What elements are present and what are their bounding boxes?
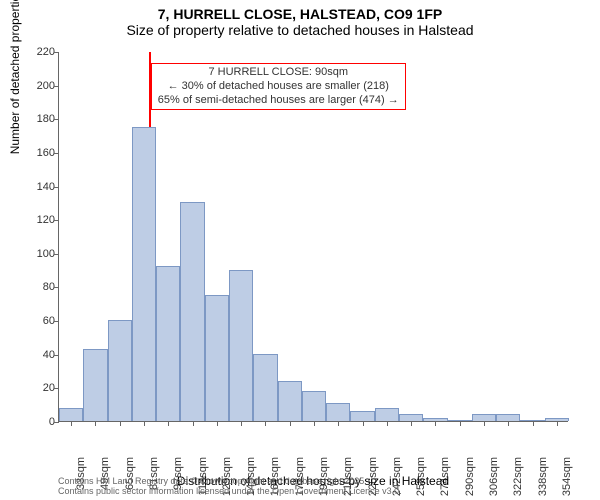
- y-tick-label: 0: [21, 416, 55, 428]
- histogram-bar: [375, 408, 399, 421]
- y-tick-mark: [54, 287, 59, 288]
- y-tick-mark: [54, 321, 59, 322]
- x-tick-mark: [265, 421, 266, 426]
- y-tick-label: 140: [21, 181, 55, 193]
- chart-container: Number of detached properties 7 HURRELL …: [58, 52, 568, 422]
- x-tick-mark: [363, 421, 364, 426]
- y-tick-label: 20: [21, 382, 55, 394]
- plot-area: 7 HURRELL CLOSE: 90sqm ← 30% of detached…: [58, 52, 568, 422]
- annotation-box: 7 HURRELL CLOSE: 90sqm ← 30% of detached…: [151, 63, 406, 110]
- footer-line1: Contains HM Land Registry data © Crown c…: [58, 476, 402, 486]
- x-tick-mark: [557, 421, 558, 426]
- x-tick-mark: [314, 421, 315, 426]
- y-tick-label: 80: [21, 281, 55, 293]
- y-tick-label: 40: [21, 349, 55, 361]
- y-tick-label: 200: [21, 80, 55, 92]
- chart-title-subtitle: Size of property relative to detached ho…: [0, 22, 600, 38]
- y-tick-label: 220: [21, 46, 55, 58]
- histogram-bar: [350, 411, 374, 421]
- y-tick-label: 100: [21, 248, 55, 260]
- x-tick-mark: [387, 421, 388, 426]
- x-tick-mark: [435, 421, 436, 426]
- y-tick-mark: [54, 153, 59, 154]
- x-tick-mark: [217, 421, 218, 426]
- x-tick-mark: [338, 421, 339, 426]
- x-tick-mark: [193, 421, 194, 426]
- x-tick-mark: [411, 421, 412, 426]
- x-tick-mark: [241, 421, 242, 426]
- histogram-bar: [132, 127, 156, 421]
- histogram-bar: [229, 270, 253, 421]
- histogram-bar: [180, 202, 204, 421]
- y-tick-mark: [54, 254, 59, 255]
- histogram-bar: [59, 408, 83, 421]
- x-tick-mark: [460, 421, 461, 426]
- x-tick-mark: [533, 421, 534, 426]
- histogram-bar: [156, 266, 180, 421]
- histogram-bar: [205, 295, 229, 421]
- footer-line2: Contains public sector information licen…: [58, 486, 402, 496]
- y-tick-label: 120: [21, 214, 55, 226]
- y-tick-mark: [54, 422, 59, 423]
- x-tick-mark: [290, 421, 291, 426]
- y-tick-mark: [54, 52, 59, 53]
- x-tick-mark: [95, 421, 96, 426]
- chart-title-block: 7, HURRELL CLOSE, HALSTEAD, CO9 1FP Size…: [0, 0, 600, 38]
- x-tick-mark: [71, 421, 72, 426]
- annotation-line2: ← 30% of detached houses are smaller (21…: [158, 80, 399, 94]
- annotation-line3: 65% of semi-detached houses are larger (…: [158, 94, 399, 108]
- y-tick-mark: [54, 220, 59, 221]
- histogram-bar: [496, 414, 520, 421]
- chart-title-address: 7, HURRELL CLOSE, HALSTEAD, CO9 1FP: [0, 6, 600, 22]
- x-tick-mark: [120, 421, 121, 426]
- x-tick-mark: [168, 421, 169, 426]
- histogram-bar: [108, 320, 132, 421]
- y-tick-label: 180: [21, 113, 55, 125]
- histogram-bar: [278, 381, 302, 421]
- histogram-bar: [302, 391, 326, 421]
- y-tick-label: 160: [21, 147, 55, 159]
- histogram-bar: [326, 403, 350, 422]
- histogram-bar: [399, 414, 423, 421]
- y-tick-mark: [54, 86, 59, 87]
- footer-attribution: Contains HM Land Registry data © Crown c…: [58, 476, 402, 496]
- y-tick-mark: [54, 355, 59, 356]
- histogram-bar: [472, 414, 496, 421]
- annotation-line1: 7 HURRELL CLOSE: 90sqm: [158, 66, 399, 80]
- y-tick-mark: [54, 388, 59, 389]
- y-tick-label: 60: [21, 315, 55, 327]
- histogram-bar: [253, 354, 277, 421]
- y-tick-mark: [54, 187, 59, 188]
- y-axis-label: Number of detached properties: [8, 0, 22, 154]
- histogram-bar: [83, 349, 107, 421]
- x-tick-mark: [508, 421, 509, 426]
- y-tick-mark: [54, 119, 59, 120]
- x-tick-mark: [484, 421, 485, 426]
- x-tick-mark: [144, 421, 145, 426]
